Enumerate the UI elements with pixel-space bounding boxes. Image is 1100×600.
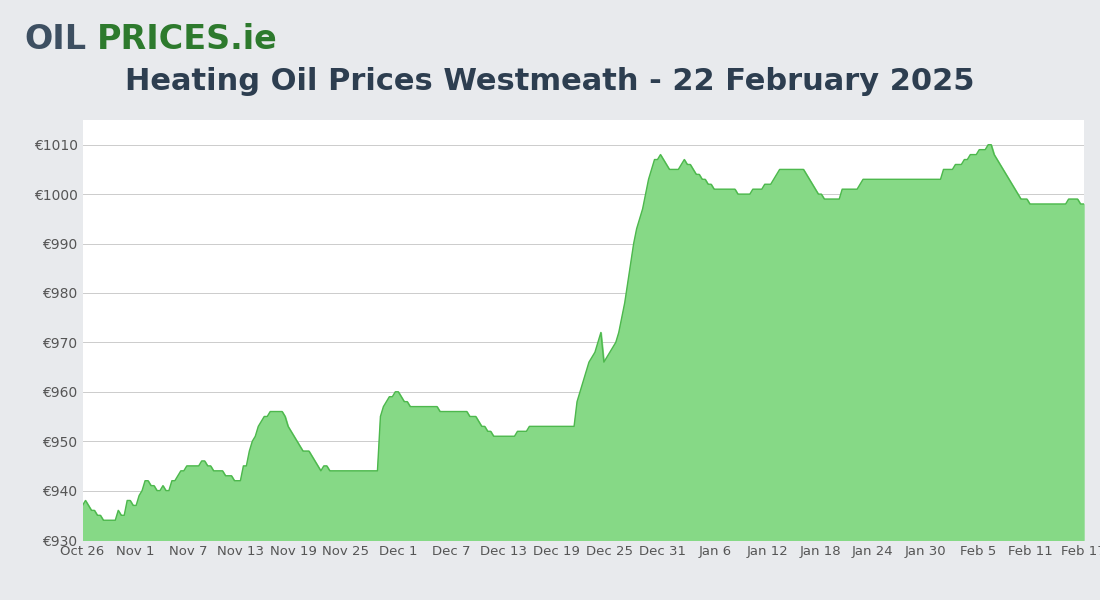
Text: Heating Oil Prices Westmeath - 22 February 2025: Heating Oil Prices Westmeath - 22 Februa…	[125, 67, 975, 95]
Text: OIL: OIL	[24, 23, 86, 56]
Text: PRICES.ie: PRICES.ie	[97, 23, 277, 56]
